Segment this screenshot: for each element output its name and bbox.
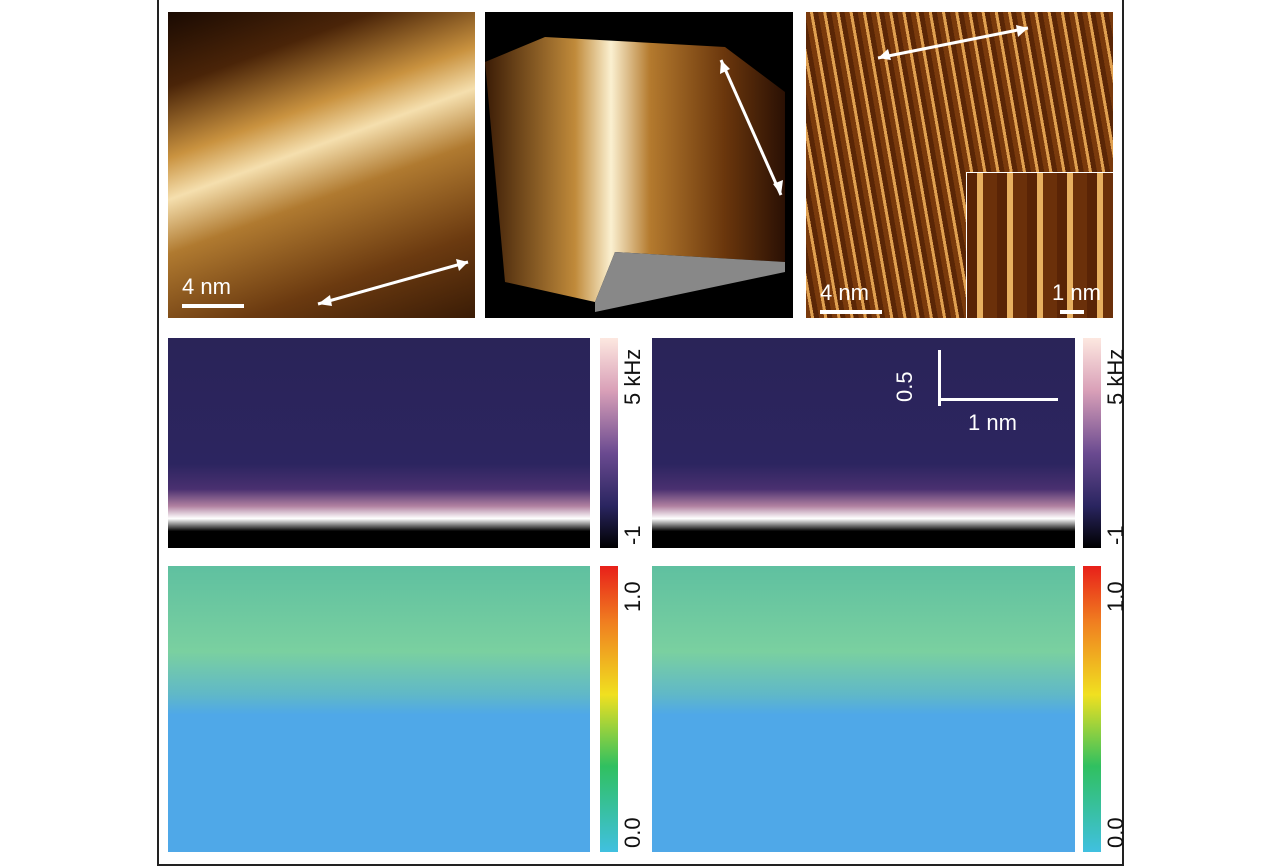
scale-vertical-label: 0.5 [892, 371, 917, 402]
scale-horizontal-bar [938, 398, 1058, 401]
density-map-right [652, 566, 1075, 852]
scale-bar-label: 4 nm [820, 280, 869, 305]
colorbar-min-label: 0.0 [1103, 817, 1128, 848]
density-map-left [168, 566, 590, 852]
colorbar-min-label: -1 [620, 525, 645, 545]
frequency-shift-map-right: 0.5 1 nm [652, 338, 1075, 548]
colorbar-min-label: 0.0 [620, 817, 645, 848]
frequency-shift-map-left [168, 338, 590, 548]
inset-scale-bar [1060, 310, 1084, 314]
scale-bar-label: 4 nm [182, 274, 231, 299]
double-arrow-icon [877, 25, 1029, 60]
3d-surface [485, 37, 785, 312]
scale-vertical-bar [938, 350, 941, 406]
colorbar-max-label: 1.0 [620, 581, 645, 612]
colorbar-min-label: -1 [1103, 525, 1128, 545]
colorbar-max-label: 1.0 [1103, 581, 1128, 612]
colorbar-density-left [600, 566, 618, 852]
inset-scale-bar-label: 1 nm [1052, 280, 1101, 305]
zoom-inset [966, 172, 1113, 318]
scale-bar [182, 304, 244, 308]
afm-topography-panel: 4 nm [168, 12, 475, 318]
afm-high-res-panel: 4 nm 1 nm [806, 12, 1113, 318]
colorbar-max-label: 5 kHz [620, 348, 645, 405]
double-arrow-icon [317, 259, 469, 306]
scale-bar [820, 310, 882, 314]
colorbar-frequency-left [600, 338, 618, 548]
double-arrow-icon [719, 59, 783, 196]
scale-horizontal-label: 1 nm [968, 410, 1017, 435]
afm-3d-panel [485, 12, 793, 318]
colorbar-frequency-right [1083, 338, 1101, 548]
colorbar-max-label: 5 kHz [1103, 348, 1128, 405]
colorbar-density-right [1083, 566, 1101, 852]
